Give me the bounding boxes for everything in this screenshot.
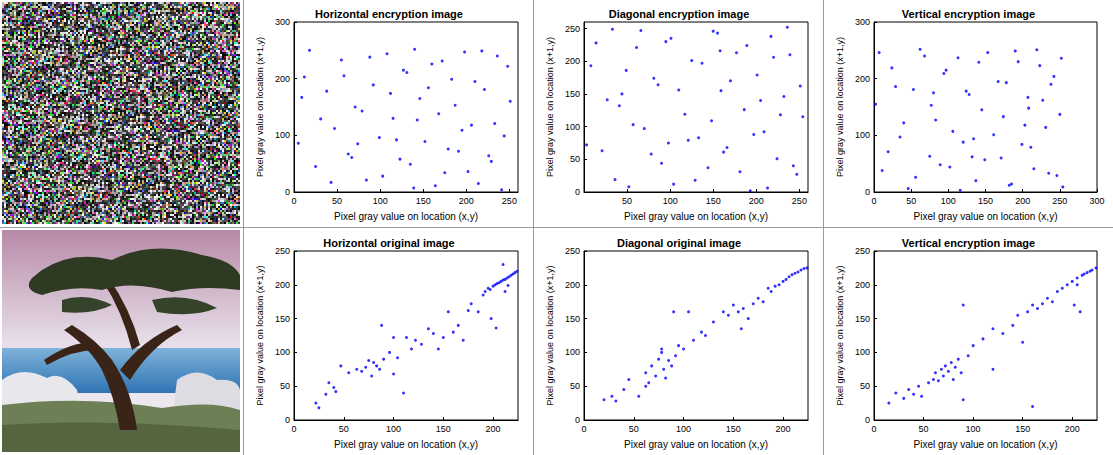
svg-text:250: 250 [792,196,807,206]
svg-text:Pixel gray value on location (: Pixel gray value on location (x,y) [334,439,478,450]
svg-text:200: 200 [565,280,580,290]
svg-text:100: 100 [565,347,580,357]
svg-text:50: 50 [919,424,929,434]
svg-text:Diagonal original image: Diagonal original image [617,237,741,249]
svg-text:Pixel gray value on location (: Pixel gray value on location (x,y) [334,211,478,222]
svg-text:0: 0 [581,424,586,434]
svg-text:150: 150 [855,314,870,324]
svg-text:300: 300 [855,17,870,27]
svg-text:250: 250 [855,246,870,256]
svg-text:100: 100 [966,424,981,434]
svg-text:Pixel gray value on location (: Pixel gray value on location (x,y) [624,439,768,450]
svg-text:Pixel gray value on location (: Pixel gray value on location (x,y) [914,211,1058,222]
svg-text:Pixel gray value on location (: Pixel gray value on location (x+1,y) [835,266,845,406]
svg-text:0: 0 [291,424,296,434]
svg-text:0: 0 [575,415,580,425]
svg-text:100: 100 [275,347,290,357]
svg-text:Pixel gray value on location (: Pixel gray value on location (x+1,y) [255,37,265,177]
svg-text:150: 150 [978,196,993,206]
svg-text:250: 250 [565,246,580,256]
svg-text:Pixel gray value on location (: Pixel gray value on location (x+1,y) [255,266,265,406]
svg-text:100: 100 [663,196,678,206]
svg-text:100: 100 [386,424,401,434]
svg-text:50: 50 [332,196,342,206]
svg-text:300: 300 [1089,196,1104,206]
svg-text:250: 250 [1052,196,1067,206]
svg-text:50: 50 [629,424,639,434]
svg-text:300: 300 [275,17,290,27]
svg-text:200: 200 [459,196,474,206]
svg-text:100: 100 [373,196,388,206]
svg-text:150: 150 [726,424,741,434]
svg-text:150: 150 [436,424,451,434]
svg-text:150: 150 [275,314,290,324]
svg-text:Horizontal original image: Horizontal original image [323,237,454,249]
svg-text:200: 200 [275,280,290,290]
svg-text:100: 100 [275,130,290,140]
svg-text:250: 250 [565,24,580,34]
svg-text:50: 50 [570,381,580,391]
svg-text:100: 100 [855,347,870,357]
svg-text:200: 200 [1015,196,1030,206]
svg-text:50: 50 [339,424,349,434]
svg-text:200: 200 [776,424,791,434]
svg-text:200: 200 [275,74,290,84]
svg-text:50: 50 [280,381,290,391]
svg-text:50: 50 [622,196,632,206]
svg-text:0: 0 [871,196,876,206]
svg-text:50: 50 [570,154,580,164]
svg-text:0: 0 [291,196,296,206]
svg-text:150: 150 [706,196,721,206]
svg-text:100: 100 [676,424,691,434]
svg-text:0: 0 [865,187,870,197]
svg-text:150: 150 [565,314,580,324]
svg-text:0: 0 [285,415,290,425]
svg-text:Pixel gray value on location (: Pixel gray value on location (x+1,y) [545,37,555,177]
svg-text:Diagonal encryption image: Diagonal encryption image [609,8,750,20]
svg-text:200: 200 [749,196,764,206]
svg-text:Vertical encryption image: Vertical encryption image [902,237,1035,249]
svg-text:250: 250 [275,246,290,256]
svg-text:250: 250 [502,196,517,206]
svg-text:100: 100 [855,130,870,140]
svg-text:0: 0 [865,415,870,425]
svg-text:200: 200 [855,280,870,290]
svg-text:0: 0 [285,187,290,197]
svg-text:0: 0 [575,187,580,197]
svg-text:50: 50 [906,196,916,206]
svg-text:200: 200 [1065,424,1080,434]
svg-text:200: 200 [855,74,870,84]
svg-text:Horizontal encryption image: Horizontal encryption image [315,8,463,20]
svg-text:200: 200 [565,56,580,66]
svg-text:50: 50 [860,381,870,391]
svg-text:Vertical encryption image: Vertical encryption image [902,8,1035,20]
svg-text:150: 150 [565,89,580,99]
svg-text:200: 200 [486,424,501,434]
svg-text:Pixel gray value on location (: Pixel gray value on location (x,y) [624,211,768,222]
svg-text:100: 100 [941,196,956,206]
svg-text:Pixel gray value on location (: Pixel gray value on location (x,y) [914,439,1058,450]
svg-text:150: 150 [416,196,431,206]
svg-text:100: 100 [565,122,580,132]
svg-text:150: 150 [1015,424,1030,434]
svg-text:Pixel gray value on location (: Pixel gray value on location (x+1,y) [835,37,845,177]
svg-text:Pixel gray value on location (: Pixel gray value on location (x+1,y) [545,266,555,406]
svg-text:0: 0 [871,424,876,434]
